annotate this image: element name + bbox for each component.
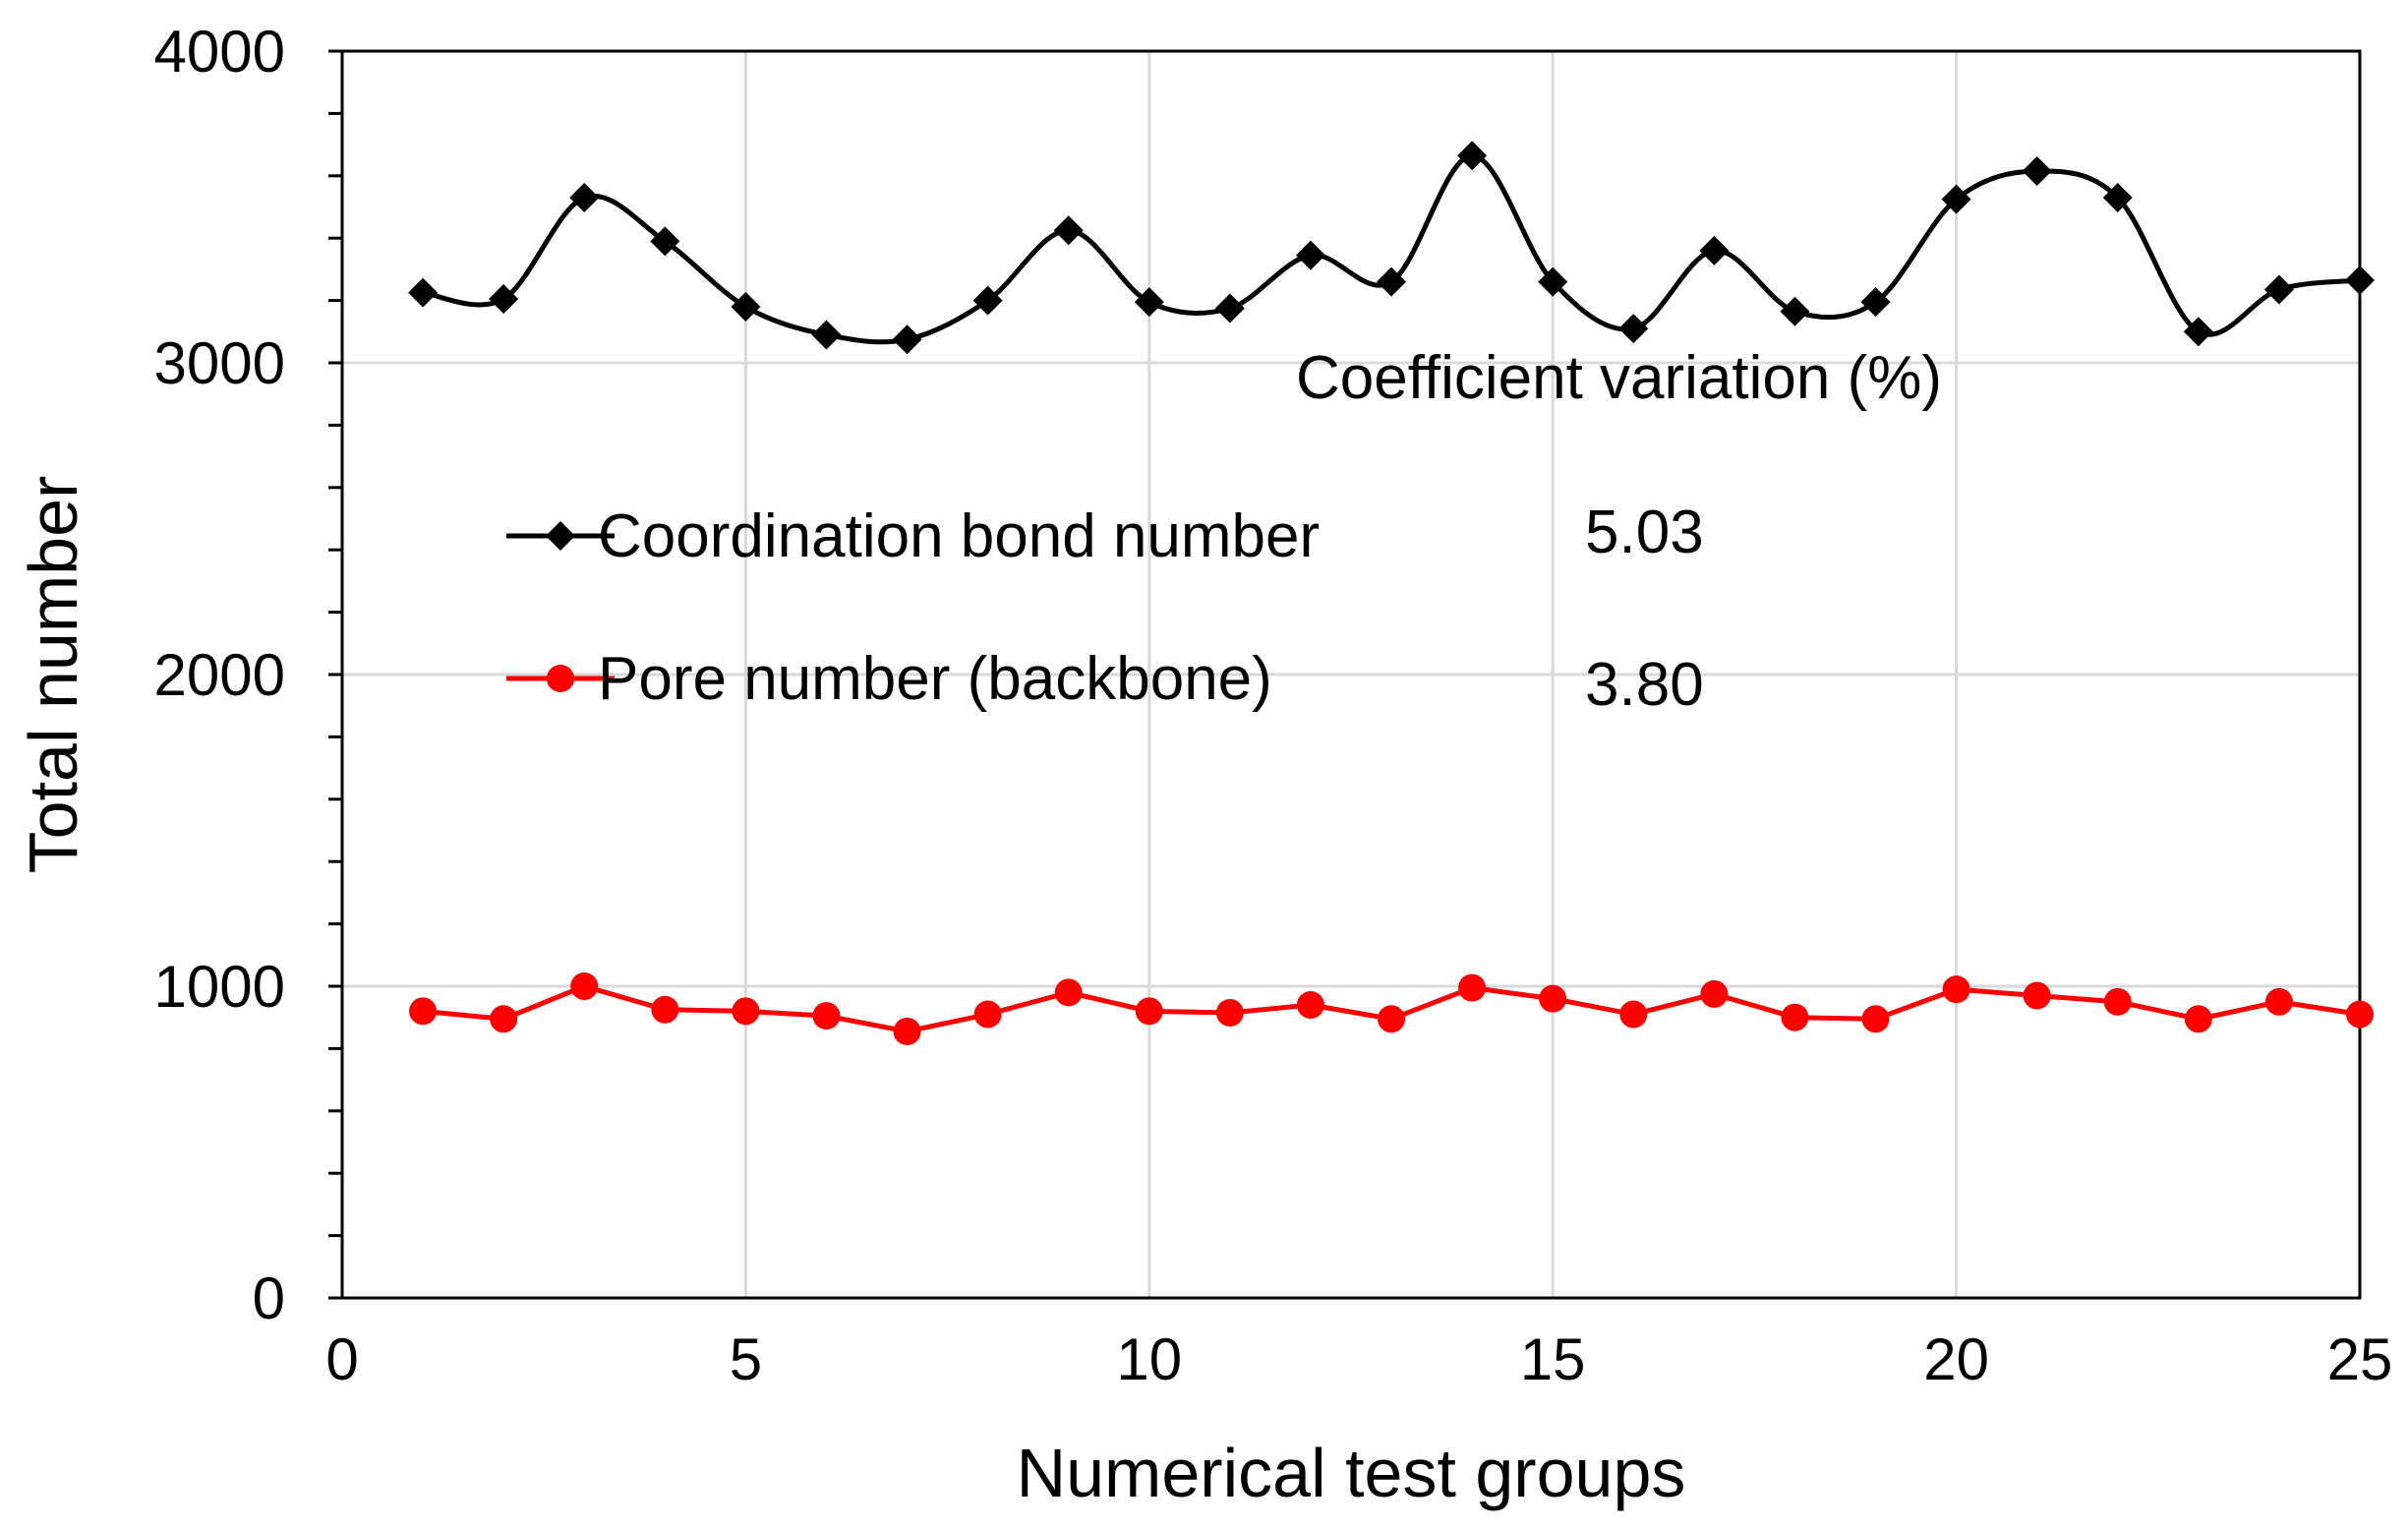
x-tick-label: 15 [1520, 1326, 1586, 1392]
data-point [2023, 981, 2051, 1010]
data-point [893, 1017, 921, 1045]
data-point [1458, 973, 1487, 1002]
x-tick-label: 5 [730, 1326, 762, 1392]
data-point [973, 1000, 1002, 1029]
data-point [1054, 978, 1083, 1007]
legend: Coordination bond number Pore number (ba… [506, 502, 1320, 713]
data-point [1295, 240, 1325, 270]
data-point [1861, 1005, 1890, 1033]
data-point [1215, 998, 1244, 1027]
data-point [1618, 314, 1649, 344]
series-layer [408, 141, 2375, 1045]
annotation-title: Coefficient variation (%) [1296, 344, 1942, 412]
x-tick-label: 25 [2327, 1326, 2393, 1392]
data-point [972, 285, 1003, 316]
data-point [2103, 987, 2132, 1016]
data-point [1781, 1003, 1809, 1031]
cv-value-coordination: 5.03 [1585, 499, 1704, 566]
data-point [2264, 987, 2293, 1016]
legend-marker-pore [547, 665, 574, 692]
legend-marker-coordination [546, 521, 575, 551]
data-point [811, 320, 842, 350]
data-point [731, 291, 761, 322]
y-axis-label: Total number [15, 476, 91, 874]
series-2 [409, 972, 2374, 1045]
data-point [1377, 266, 1407, 297]
axis-ticks: 0 5 10 15 20 25 0 1000 2000 3000 4000 [154, 19, 2393, 1392]
data-point [1378, 1005, 1406, 1033]
y-tick-label: 4000 [154, 19, 285, 85]
data-point [732, 997, 760, 1026]
data-point [1214, 293, 1245, 324]
data-point [1538, 266, 1568, 297]
data-point [489, 284, 519, 315]
data-point [409, 997, 438, 1026]
data-point [892, 324, 922, 355]
data-point [2346, 1000, 2374, 1029]
data-point [2022, 156, 2052, 187]
data-point [650, 226, 680, 257]
data-point [1457, 141, 1488, 171]
data-point [2345, 265, 2375, 295]
data-point [1700, 979, 1729, 1008]
x-tick-label: 10 [1116, 1326, 1182, 1392]
series-line [422, 152, 2361, 345]
y-tick-label: 2000 [154, 642, 285, 708]
data-point [1860, 287, 1891, 318]
data-point [2184, 1005, 2212, 1033]
x-axis-label: Numerical test groups [1017, 1435, 1686, 1511]
data-point [1619, 1000, 1648, 1029]
data-point [651, 995, 679, 1024]
data-point [569, 182, 600, 212]
data-point [2183, 317, 2213, 347]
grid [342, 51, 2360, 1298]
data-point [1699, 235, 1730, 265]
legend-label-pore: Pore number (backbone) [598, 645, 1272, 713]
data-point [1780, 296, 1810, 326]
data-point [1134, 287, 1164, 318]
data-point [1942, 975, 1970, 1004]
data-point [408, 277, 439, 308]
data-point [570, 972, 599, 1000]
data-point [1135, 997, 1163, 1026]
cv-value-pore: 3.80 [1585, 651, 1704, 719]
data-point [1539, 984, 1567, 1013]
x-tick-label: 20 [1923, 1326, 1989, 1392]
data-point [2263, 274, 2294, 305]
y-tick-label: 0 [253, 1265, 285, 1331]
series-1 [408, 141, 2375, 355]
data-point [1296, 991, 1324, 1020]
data-point [490, 1005, 518, 1033]
y-tick-label: 1000 [154, 954, 285, 1020]
data-point [1941, 184, 1971, 214]
data-point [812, 1002, 841, 1030]
data-point [2102, 182, 2133, 212]
y-tick-label: 3000 [154, 330, 285, 396]
data-point [1053, 215, 1084, 246]
legend-label-coordination: Coordination bond number [598, 502, 1320, 570]
x-tick-label: 0 [325, 1326, 358, 1392]
